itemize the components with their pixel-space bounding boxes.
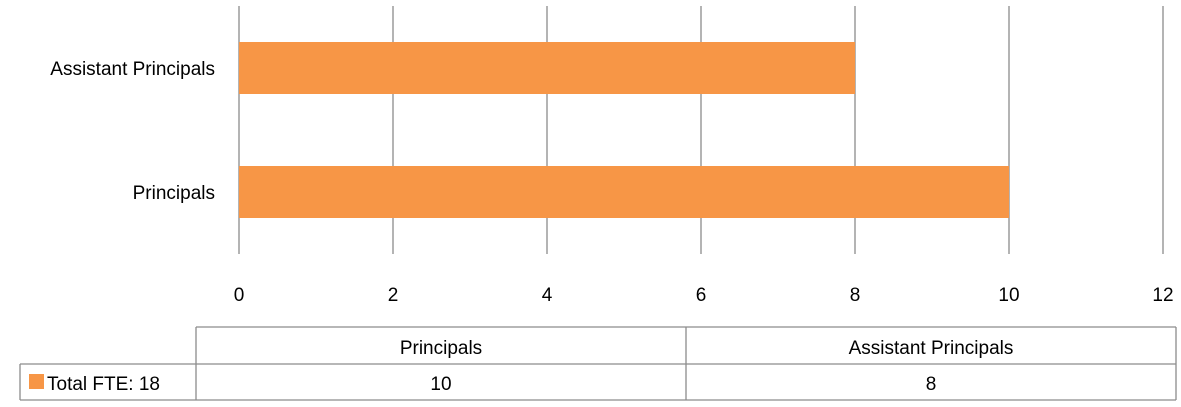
category-label: Principals: [133, 183, 215, 204]
category-labels: Principals Assistant Principals: [50, 59, 215, 204]
bar-assistant-principals: [239, 42, 855, 94]
x-tick-label: 8: [850, 285, 861, 306]
data-table: Principals Assistant Principals Total FTE:…: [20, 327, 1176, 400]
x-tick-label: 2: [388, 285, 399, 306]
table-value-cell: 10: [430, 374, 451, 395]
table-header-cell: Assistant Principals: [849, 338, 1014, 359]
table-row-label: Total FTE: 18: [47, 374, 160, 395]
x-tick-label: 10: [998, 285, 1019, 306]
x-axis-ticks: 0 2 4 6 8 10 12: [234, 285, 1174, 306]
x-tick-label: 4: [542, 285, 553, 306]
bar-principals: [239, 166, 1009, 218]
bars: [239, 42, 1009, 218]
x-tick-label: 12: [1152, 285, 1173, 306]
x-tick-label: 6: [696, 285, 707, 306]
category-label: Assistant Principals: [50, 59, 215, 80]
table-header-cell: Principals: [400, 338, 482, 359]
legend-swatch: [29, 374, 44, 389]
x-tick-label: 0: [234, 285, 245, 306]
table-value-cell: 8: [926, 374, 937, 395]
